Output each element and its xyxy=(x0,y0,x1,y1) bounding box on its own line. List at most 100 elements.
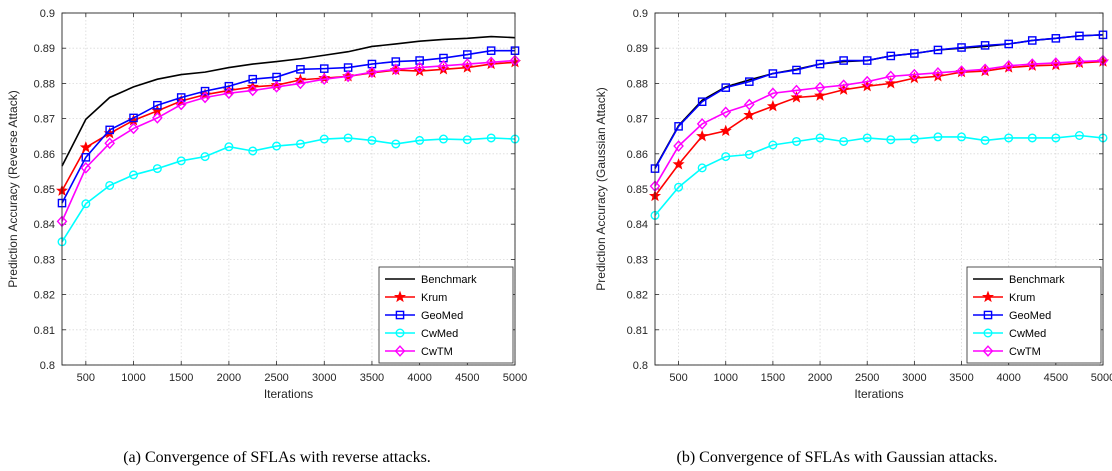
caption-b: (b) Convergence of SFLAs with Gaussian a… xyxy=(677,449,998,466)
data-point-geomed xyxy=(839,56,848,65)
data-point-cwtm xyxy=(673,140,684,152)
x-tick-label: 500 xyxy=(669,372,687,384)
legend-marker-krum xyxy=(981,290,995,303)
x-tick-label: 4500 xyxy=(1044,372,1068,384)
y-tick-label: 0.86 xyxy=(627,149,648,161)
y-tick-label: 0.89 xyxy=(34,43,55,55)
legend-label-geomed: GeoMed xyxy=(421,310,463,322)
data-point-cwmed xyxy=(415,135,425,145)
data-point-cwmed xyxy=(1074,130,1084,140)
data-point-geomed xyxy=(319,64,329,73)
legend-label-cwmed: CwMed xyxy=(1009,328,1046,340)
axes-frame xyxy=(654,12,1104,366)
data-point-cwtm xyxy=(885,70,897,83)
data-point-cwmed xyxy=(1051,133,1061,143)
data-point-cwtm xyxy=(956,65,967,77)
data-point-cwmed xyxy=(295,139,305,149)
data-point-geomed xyxy=(415,56,424,65)
data-point-cwmed xyxy=(957,132,967,142)
data-point-cwtm xyxy=(175,98,187,111)
x-tick-label: 5000 xyxy=(1091,372,1112,384)
x-tick-label: 4500 xyxy=(455,372,479,384)
y-tick-label: 0.81 xyxy=(627,325,648,337)
data-point-geomed xyxy=(153,100,162,110)
data-point-cwmed xyxy=(674,182,684,192)
x-tick-label: 1500 xyxy=(761,372,785,384)
data-point-geomed xyxy=(105,125,114,135)
data-point-geomed xyxy=(463,50,472,59)
data-point-geomed xyxy=(200,86,210,96)
x-tick-label: 2000 xyxy=(808,372,832,384)
data-point-cwmed xyxy=(105,180,115,190)
data-point-cwtm xyxy=(295,77,306,90)
data-point-cwtm xyxy=(414,61,425,74)
data-point-geomed xyxy=(176,93,186,102)
data-point-cwtm xyxy=(767,87,779,100)
data-point-geomed xyxy=(768,69,778,78)
axes-frame xyxy=(61,12,516,366)
data-point-cwtm xyxy=(80,162,92,174)
x-tick-label: 4000 xyxy=(996,372,1020,384)
y-tick-label: 0.83 xyxy=(34,254,55,266)
y-tick-label: 0.82 xyxy=(34,290,55,302)
data-point-cwmed xyxy=(697,163,707,173)
data-point-cwmed xyxy=(909,134,919,144)
data-point-cwmed xyxy=(81,199,91,209)
data-point-geomed xyxy=(1004,39,1013,49)
data-point-cwmed xyxy=(721,152,731,162)
y-tick-label: 0.84 xyxy=(34,219,55,231)
legend-label-cwtm: CwTM xyxy=(421,346,453,358)
y-tick-label: 0.87 xyxy=(627,114,648,126)
x-tick-label: 1500 xyxy=(169,372,193,384)
x-tick-label: 500 xyxy=(77,372,95,384)
legend-marker-cwtm xyxy=(982,345,994,357)
data-point-krum xyxy=(318,71,331,84)
y-tick-label: 0.89 xyxy=(627,43,648,55)
chart-panel-reverse-attack: 500 1000 1500 2000 2500 3000 3500 4000 4500 5000 0… xyxy=(6,8,527,401)
data-point-geomed xyxy=(957,43,966,52)
x-tick-label: 3500 xyxy=(949,372,973,384)
data-point-cwmed xyxy=(152,164,162,174)
legend-label-cwtm: CwTM xyxy=(1009,346,1041,358)
y-tick-label: 0.83 xyxy=(627,254,648,266)
data-point-cwmed xyxy=(1027,133,1037,143)
x-tick-label: 2500 xyxy=(855,372,879,384)
legend-marker-cwtm xyxy=(394,345,406,357)
data-point-cwtm xyxy=(199,91,211,104)
caption-a: (a) Convergence of SFLAs with reverse at… xyxy=(123,449,431,466)
data-point-geomed xyxy=(129,113,138,123)
data-point-cwmed xyxy=(200,152,210,162)
x-tick-label: 5000 xyxy=(503,372,527,384)
data-point-cwtm xyxy=(461,58,473,70)
data-point-cwtm xyxy=(1003,59,1015,72)
y-tick-label: 0.88 xyxy=(627,78,648,90)
data-point-cwtm xyxy=(909,68,920,81)
legend-marker-geomed xyxy=(395,310,405,320)
x-tick-label: 1000 xyxy=(713,372,737,384)
data-point-cwmed xyxy=(272,141,282,151)
data-point-cwtm xyxy=(720,106,732,119)
x-tick-label: 4000 xyxy=(407,372,431,384)
data-point-cwtm xyxy=(838,79,849,91)
legend-label-benchmark: Benchmark xyxy=(1009,274,1065,286)
data-point-cwtm xyxy=(791,84,802,97)
data-point-cwtm xyxy=(271,81,282,93)
data-point-geomed xyxy=(486,46,496,55)
data-point-cwmed xyxy=(839,136,849,146)
data-point-cwtm xyxy=(247,84,259,97)
y-tick-label: 0.9 xyxy=(40,8,55,20)
data-point-cwtm xyxy=(743,98,755,111)
x-tick-label: 2000 xyxy=(217,372,241,384)
data-point-cwmed xyxy=(1004,133,1014,143)
data-point-krum xyxy=(696,129,709,142)
data-point-krum xyxy=(79,141,92,153)
x-tick-label: 2500 xyxy=(264,372,288,384)
data-point-cwtm xyxy=(223,87,235,100)
data-point-cwmed xyxy=(319,134,329,144)
data-point-cwtm xyxy=(485,56,497,69)
legend-label-geomed: GeoMed xyxy=(1009,310,1051,322)
data-point-cwmed xyxy=(343,133,353,143)
y-axis-label: Prediction Accuracy (Reverse Attack) xyxy=(6,90,20,287)
data-point-geomed xyxy=(296,65,305,74)
